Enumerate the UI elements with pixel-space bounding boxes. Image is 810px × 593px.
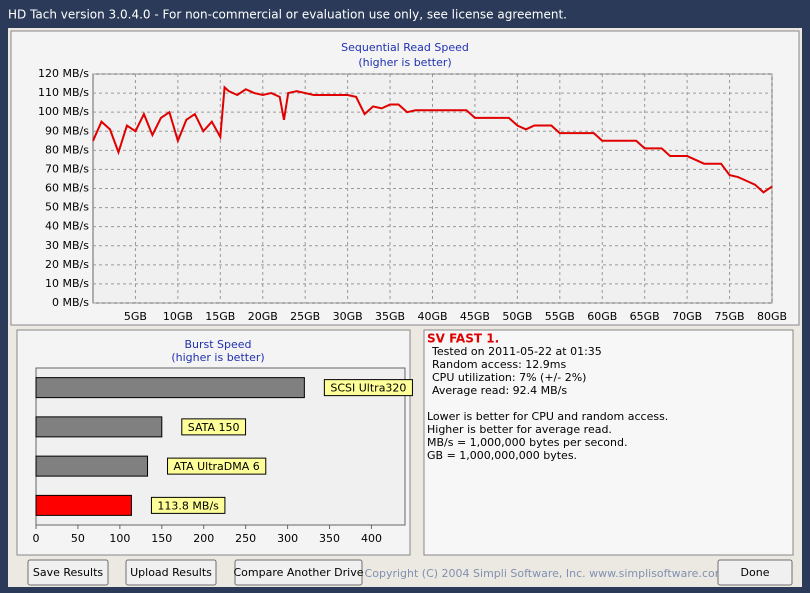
button[interactable] [27,559,109,586]
info-note: GB = 1,000,000,000 bytes. [427,449,577,462]
read-line [92,85,773,194]
y-tick-label: 20 MB/s [45,258,89,271]
bar-label: SCSI Ultra320 [330,382,406,395]
y-tick-label: 50 MB/s [45,201,89,214]
bar [35,377,305,399]
button[interactable] [234,559,363,586]
x-tick-label: 30GB [333,310,363,323]
x-tick-label: 80GB [757,310,787,323]
x-tick-label: 15GB [205,310,235,323]
x-tick-label: 25GB [290,310,320,323]
x-tick-label: 100 [109,532,130,545]
window-title: HD Tach version 3.0.4.0 - For non-commer… [8,8,567,22]
button-label[interactable]: Compare Another Drive [233,566,363,579]
x-tick-label: 65GB [630,310,660,323]
y-tick-label: 80 MB/s [45,143,89,156]
info-detail: Random access: 12.9ms [432,358,567,371]
bar [35,416,163,438]
x-tick-label: 35GB [375,310,405,323]
x-tick-label: 5GB [124,310,147,323]
label-box [323,379,413,397]
label-box [181,418,247,436]
info-detail: CPU utilization: 7% (+/- 2%) [432,371,586,384]
y-tick-label: 0 MB/s [52,296,89,309]
burst-title: Burst Speed [184,338,251,351]
x-tick-label: 350 [319,532,340,545]
bar-label: 113.8 MB/s [157,499,219,512]
read-subtitle: (higher is better) [358,56,451,69]
x-tick-label: 50GB [502,310,532,323]
x-tick-label: 40GB [417,310,447,323]
button-label[interactable]: Upload Results [130,566,212,579]
info-note: Higher is better for average read. [427,423,612,436]
drive-name: SV FAST 1. [427,332,499,346]
info-panel [423,329,794,556]
x-tick-label: 300 [277,532,298,545]
x-tick-label: 50 [71,532,85,545]
y-tick-label: 70 MB/s [45,162,89,175]
button[interactable] [125,559,217,586]
label-box [167,457,267,475]
y-tick-label: 10 MB/s [45,277,89,290]
bar [35,494,132,516]
y-tick-label: 100 MB/s [38,105,89,118]
x-tick-label: 0 [33,532,40,545]
y-tick-label: 110 MB/s [38,86,89,99]
x-tick-label: 200 [193,532,214,545]
burst-subtitle: (higher is better) [171,351,264,364]
x-tick-label: 400 [361,532,382,545]
y-tick-label: 30 MB/s [45,239,89,252]
x-tick-label: 20GB [248,310,278,323]
copyright: Copyright (C) 2004 Simpli Software, Inc.… [365,567,726,580]
bar-label: ATA UltraDMA 6 [174,460,260,473]
x-tick-label: 150 [151,532,172,545]
button-label[interactable]: Done [741,566,770,579]
info-note: MB/s = 1,000,000 bytes per second. [427,436,627,449]
x-tick-label: 60GB [587,310,617,323]
read-title: Sequential Read Speed [341,41,469,54]
x-tick-label: 45GB [460,310,490,323]
x-tick-label: 70GB [672,310,702,323]
bar [35,455,149,477]
x-tick-label: 55GB [545,310,575,323]
y-tick-label: 120 MB/s [38,67,89,80]
y-tick-label: 60 MB/s [45,182,89,195]
y-tick-label: 40 MB/s [45,220,89,233]
button-label[interactable]: Save Results [33,566,103,579]
bar-label: SATA 150 [188,421,240,434]
info-note: Lower is better for CPU and random acces… [427,410,668,423]
button[interactable] [717,559,793,586]
label-box [150,496,226,514]
x-tick-label: 250 [235,532,256,545]
info-detail: Average read: 92.4 MB/s [432,384,567,397]
info-detail: Tested on 2011-05-22 at 01:35 [431,345,602,358]
y-tick-label: 90 MB/s [45,124,89,137]
x-tick-label: 75GB [715,310,745,323]
x-tick-label: 10GB [163,310,193,323]
